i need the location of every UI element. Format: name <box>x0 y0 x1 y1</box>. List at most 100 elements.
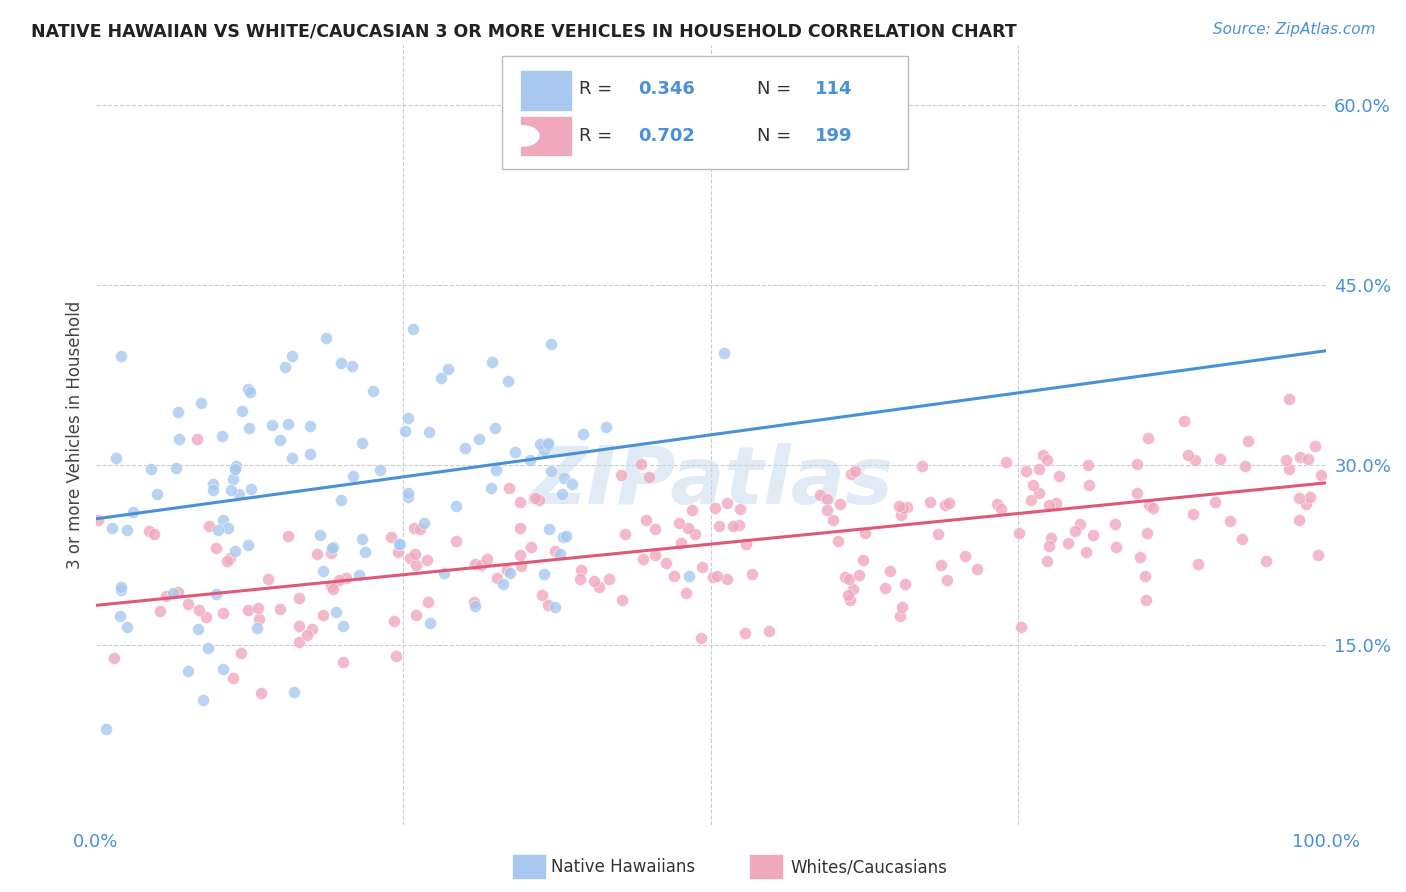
Point <box>848 568 870 582</box>
Point <box>664 569 686 583</box>
Point <box>918 494 941 508</box>
Point <box>634 513 657 527</box>
Point <box>416 595 439 609</box>
Point <box>416 553 439 567</box>
Point <box>569 572 592 586</box>
Point <box>211 662 233 676</box>
Point <box>143 526 166 541</box>
Point <box>103 651 125 665</box>
Point <box>224 461 246 475</box>
Point <box>519 453 541 467</box>
Point <box>101 521 124 535</box>
Point <box>177 598 200 612</box>
Point <box>464 557 486 571</box>
Point <box>330 492 353 507</box>
Point <box>655 557 678 571</box>
Text: Source: ZipAtlas.com: Source: ZipAtlas.com <box>1212 22 1375 37</box>
Point <box>1298 490 1320 504</box>
Text: 0.702: 0.702 <box>638 127 695 145</box>
Point <box>842 582 865 596</box>
Point <box>165 460 187 475</box>
Point <box>193 692 215 706</box>
Point <box>138 524 160 538</box>
Point <box>1142 501 1164 516</box>
Point <box>681 503 703 517</box>
Point <box>188 603 211 617</box>
Point <box>409 521 432 535</box>
Point <box>312 608 335 623</box>
Point <box>520 540 543 554</box>
Point <box>1135 593 1157 607</box>
Point <box>936 573 959 587</box>
Point <box>162 586 184 600</box>
Point <box>713 346 735 360</box>
Point <box>484 421 506 435</box>
Point <box>839 592 862 607</box>
Point <box>669 536 692 550</box>
Point <box>1278 392 1301 406</box>
Point <box>342 469 364 483</box>
Point <box>598 572 620 586</box>
FancyBboxPatch shape <box>520 70 572 111</box>
Point <box>236 382 259 396</box>
Point <box>202 483 225 498</box>
Point <box>444 534 467 549</box>
Point <box>966 562 988 576</box>
Point <box>239 385 262 400</box>
Point <box>758 624 780 639</box>
Point <box>228 487 250 501</box>
Point <box>197 518 219 533</box>
Point <box>815 502 838 516</box>
Point <box>1078 477 1101 491</box>
Point <box>325 605 347 619</box>
Point <box>1028 462 1050 476</box>
Text: 114: 114 <box>815 80 853 98</box>
Point <box>1204 495 1226 509</box>
Point <box>1208 452 1230 467</box>
Text: 0.346: 0.346 <box>638 80 695 98</box>
Point <box>1309 467 1331 482</box>
Point <box>352 436 374 450</box>
Point <box>543 599 565 614</box>
Point <box>678 569 700 583</box>
Point <box>389 537 412 551</box>
Point <box>633 552 655 566</box>
Point <box>211 606 233 620</box>
Point <box>288 634 311 648</box>
Point <box>236 603 259 617</box>
Point <box>730 502 752 516</box>
Point <box>509 548 531 562</box>
Point <box>110 609 132 624</box>
Point <box>554 529 576 543</box>
Point <box>529 492 551 507</box>
Point <box>298 419 321 434</box>
Point <box>728 518 751 533</box>
Y-axis label: 3 or more Vehicles in Household: 3 or more Vehicles in Household <box>66 301 84 569</box>
Point <box>1288 513 1310 527</box>
Point <box>1295 497 1317 511</box>
Point <box>246 600 269 615</box>
Point <box>207 523 229 537</box>
Point <box>588 580 610 594</box>
Point <box>122 505 145 519</box>
Text: NATIVE HAWAIIAN VS WHITE/CAUCASIAN 3 OR MORE VEHICLES IN HOUSEHOLD CORRELATION C: NATIVE HAWAIIAN VS WHITE/CAUCASIAN 3 OR … <box>31 22 1017 40</box>
Text: 199: 199 <box>815 127 853 145</box>
Point <box>217 521 239 535</box>
Point <box>402 322 425 336</box>
Point <box>117 620 139 634</box>
Point <box>354 544 377 558</box>
Point <box>496 374 519 388</box>
Point <box>716 496 738 510</box>
Point <box>873 581 896 595</box>
Point <box>312 564 335 578</box>
Point <box>530 588 553 602</box>
Point <box>115 524 138 538</box>
Point <box>1136 526 1159 541</box>
Point <box>380 530 402 544</box>
Point <box>330 356 353 370</box>
Text: N =: N = <box>758 127 797 145</box>
Point <box>706 568 728 582</box>
Point <box>219 483 242 497</box>
Point <box>404 547 426 561</box>
Point <box>879 564 901 578</box>
